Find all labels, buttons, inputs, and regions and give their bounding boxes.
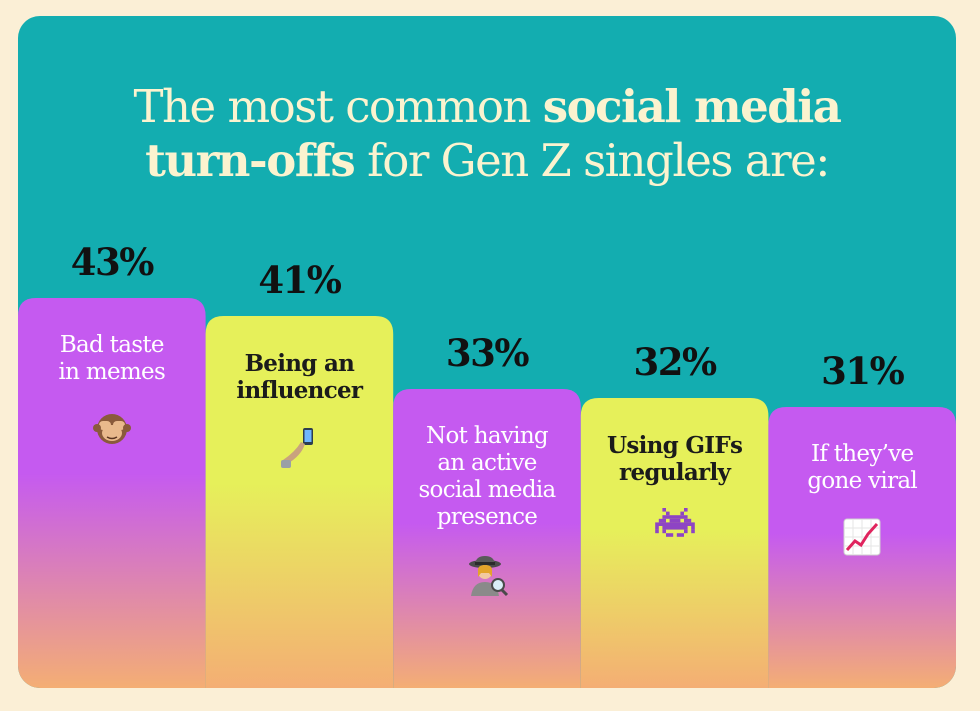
title-line1-regular: The most common: [133, 80, 543, 133]
category-label-line: influencer: [236, 377, 363, 405]
title-line2-bold: turn-offs: [145, 134, 356, 187]
category-label-line: Bad taste: [59, 332, 165, 358]
bar-2: [205, 316, 394, 688]
category-label-line: If they’ve: [810, 441, 914, 467]
value-label-1: 43%: [70, 240, 155, 284]
category-label-line: Using GIFs: [606, 432, 743, 459]
value-label-5: 31%: [821, 349, 905, 393]
chart-increasing-icon: [768, 517, 956, 563]
title-line1-bold: social media: [542, 80, 842, 133]
title-line2-regular: for Gen Z singles are:: [354, 134, 830, 187]
alien-monster-icon: [581, 508, 769, 550]
chart-card: The most common social media turn-offs f…: [18, 16, 956, 688]
bar-3: [393, 389, 581, 688]
category-label-line: in memes: [58, 359, 166, 386]
bar-1: [18, 298, 206, 688]
chart-title: The most common social media turn-offs f…: [18, 80, 956, 188]
category-label-line: Not having: [426, 423, 549, 449]
value-label-4: 32%: [633, 340, 718, 384]
bar-4: [580, 398, 769, 688]
selfie-icon: [206, 426, 394, 476]
value-label-3: 33%: [445, 331, 530, 375]
category-label-1: Bad taste in memes: [28, 332, 196, 386]
category-label-line: presence: [436, 504, 538, 531]
bar-chart: 43% Bad taste in memes 41% Being an influence…: [18, 16, 956, 688]
category-label-line: social media: [418, 477, 556, 504]
detective-icon: [393, 553, 581, 603]
category-label-2: Being an influencer: [216, 350, 384, 404]
value-label-2: 41%: [258, 258, 342, 302]
category-label-line: an active: [437, 450, 537, 477]
category-label-line: gone viral: [807, 468, 918, 495]
see-no-evil-monkey-icon: [18, 408, 206, 454]
category-label-3: Not having an active social media presence: [403, 423, 571, 532]
category-label-line: regularly: [619, 459, 731, 487]
category-label-4: Using GIFs regularly: [591, 432, 759, 486]
bars-svg: [18, 298, 956, 688]
category-label-5: If they’ve gone viral: [778, 441, 946, 495]
category-label-line: Being an: [244, 350, 355, 377]
